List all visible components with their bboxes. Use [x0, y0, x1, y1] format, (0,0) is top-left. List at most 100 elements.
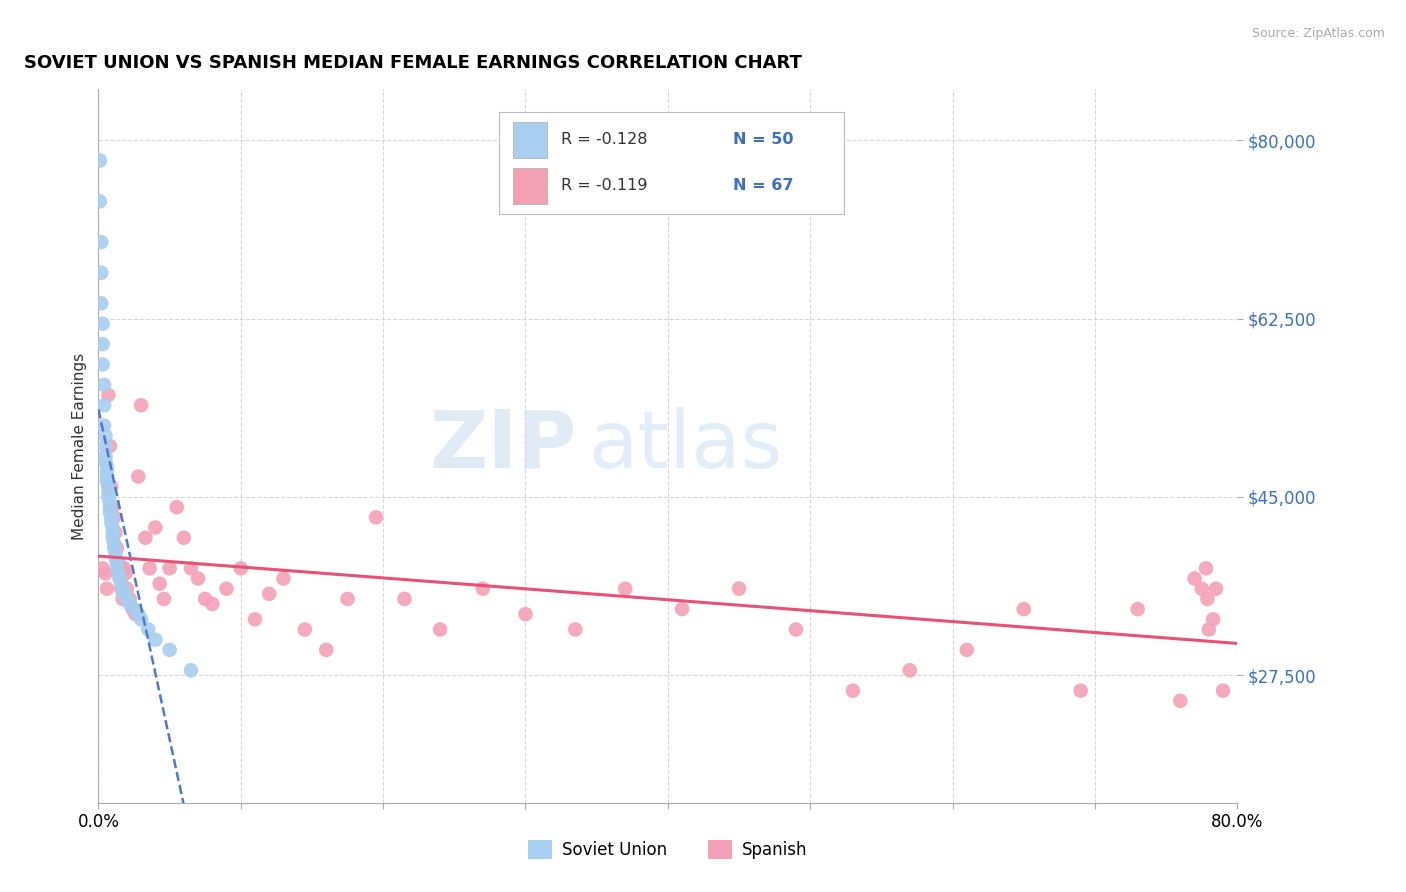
Point	[145, 520, 167, 534]
Point	[159, 643, 181, 657]
Point	[118, 591, 141, 606]
Point	[121, 602, 143, 616]
Point	[956, 643, 979, 657]
Point	[91, 317, 114, 331]
Text: R = -0.119: R = -0.119	[561, 178, 648, 194]
Point	[173, 531, 195, 545]
Point	[90, 235, 112, 249]
Point	[315, 643, 337, 657]
Point	[187, 572, 209, 586]
Point	[129, 398, 152, 412]
Point	[100, 480, 122, 494]
Point	[108, 572, 131, 586]
Point	[1212, 683, 1234, 698]
Point	[294, 623, 316, 637]
Point	[90, 266, 112, 280]
Point	[111, 582, 134, 596]
Point	[115, 591, 138, 606]
Point	[93, 418, 115, 433]
Point	[108, 572, 131, 586]
Point	[122, 602, 145, 616]
Point	[1202, 612, 1225, 626]
Point	[101, 525, 124, 540]
Point	[97, 388, 120, 402]
Point	[1205, 582, 1227, 596]
Point	[124, 607, 146, 622]
Point	[127, 607, 149, 622]
Text: atlas: atlas	[588, 407, 783, 485]
Point	[129, 612, 152, 626]
Point	[89, 153, 111, 168]
Point	[112, 561, 135, 575]
Text: SOVIET UNION VS SPANISH MEDIAN FEMALE EARNINGS CORRELATION CHART: SOVIET UNION VS SPANISH MEDIAN FEMALE EA…	[24, 54, 803, 72]
Point	[101, 500, 124, 515]
Point	[97, 480, 120, 494]
Point	[273, 572, 295, 586]
Point	[215, 582, 238, 596]
Point	[243, 612, 266, 626]
Y-axis label: Median Female Earnings: Median Female Earnings	[72, 352, 87, 540]
Point	[785, 623, 807, 637]
Point	[90, 296, 112, 310]
Text: N = 50: N = 50	[734, 132, 794, 147]
Point	[194, 591, 217, 606]
Point	[114, 566, 136, 581]
Point	[145, 632, 167, 647]
Point	[97, 490, 120, 504]
Point	[101, 531, 124, 545]
Text: N = 67: N = 67	[734, 178, 794, 194]
Point	[111, 591, 134, 606]
Point	[1126, 602, 1149, 616]
Point	[118, 597, 141, 611]
Point	[153, 591, 176, 606]
Point	[394, 591, 416, 606]
Point	[94, 449, 117, 463]
Point	[115, 582, 138, 596]
Point	[136, 623, 159, 637]
Point	[166, 500, 188, 515]
Point	[336, 591, 359, 606]
Point	[105, 556, 128, 570]
Point	[105, 561, 128, 575]
Point	[93, 398, 115, 412]
Point	[96, 582, 118, 596]
Point	[100, 516, 122, 530]
Text: R = -0.128: R = -0.128	[561, 132, 648, 147]
Point	[138, 561, 160, 575]
Point	[1012, 602, 1035, 616]
Point	[671, 602, 693, 616]
Point	[96, 475, 118, 489]
Text: ZIP: ZIP	[429, 407, 576, 485]
Point	[112, 587, 135, 601]
Point	[107, 566, 129, 581]
Point	[110, 576, 132, 591]
Point	[103, 510, 125, 524]
Point	[91, 337, 114, 351]
Point	[259, 587, 281, 601]
Point	[429, 623, 451, 637]
Point	[1070, 683, 1092, 698]
Point	[127, 469, 149, 483]
Point	[898, 663, 921, 677]
Point	[98, 505, 121, 519]
Point	[98, 439, 121, 453]
Point	[471, 582, 494, 596]
Point	[104, 546, 127, 560]
Text: Source: ZipAtlas.com: Source: ZipAtlas.com	[1251, 27, 1385, 40]
Point	[1197, 591, 1219, 606]
Point	[564, 623, 586, 637]
FancyBboxPatch shape	[513, 168, 547, 204]
Point	[97, 484, 120, 499]
Point	[104, 525, 127, 540]
Point	[96, 469, 118, 483]
Point	[1198, 623, 1220, 637]
Point	[149, 576, 172, 591]
Point	[89, 194, 111, 209]
Point	[364, 510, 387, 524]
Point	[614, 582, 637, 596]
Point	[229, 561, 252, 575]
Point	[107, 556, 129, 570]
Point	[94, 566, 117, 581]
Point	[100, 510, 122, 524]
Legend: Soviet Union, Spanish: Soviet Union, Spanish	[522, 833, 814, 866]
